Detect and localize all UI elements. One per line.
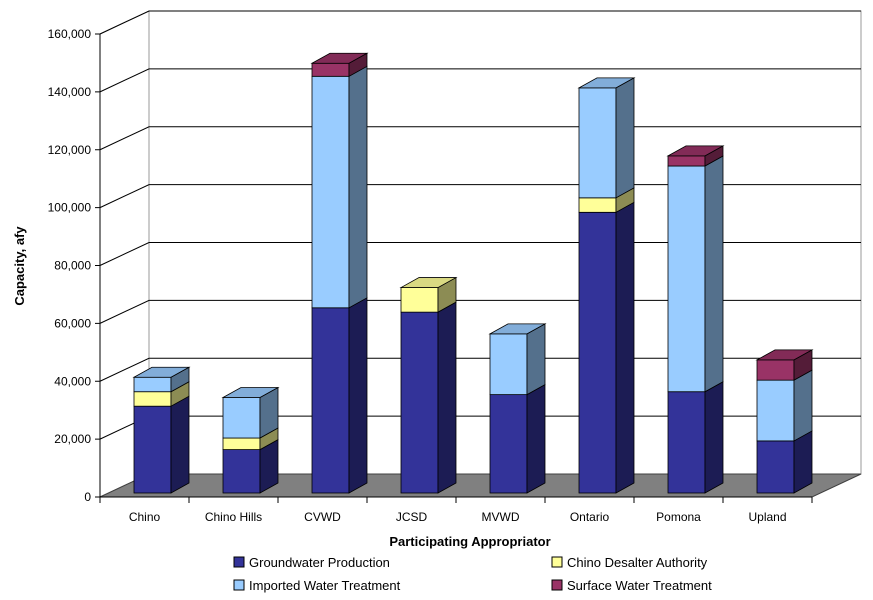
bar-segment [133,391,172,407]
y-tick-label: 160,000 [48,27,92,41]
bar-segment-side [526,323,546,396]
bar-segment [222,437,261,450]
bar-segment [489,333,528,396]
legend-label: Chino Desalter Authority [567,555,708,570]
bar-segment-top [577,77,636,89]
legend-label: Surface Water Treatment [567,578,712,593]
legend-swatch [551,556,563,568]
y-tick-label: 80,000 [54,259,91,273]
bar-segment-top [221,387,280,398]
bar-segment [400,311,439,494]
x-tick-label: Chino [129,510,161,524]
legend: Groundwater Production Chino Desalter Aut… [233,555,712,593]
bar-stack [488,323,547,494]
bar-segment [489,394,528,494]
bar-segment [667,155,706,167]
bar-segment-side [348,65,368,309]
bar-segment-side [793,430,813,494]
bar-segment [400,287,439,313]
bar-segment-side [437,301,457,494]
bar-segment-side [704,155,724,393]
bar-segment-side [170,395,190,494]
y-tick-label: 120,000 [48,143,92,157]
bar-segment-side [526,383,546,494]
x-tick-label: Upland [748,510,786,524]
bars [132,52,814,494]
bar-segment [133,405,172,494]
x-tick-label: Pomona [656,510,701,524]
y-tick-label: 100,000 [48,201,92,215]
bar-segment [667,391,706,494]
bar-segment [756,359,795,381]
bar-segment-side [793,369,813,442]
bar-stack [132,366,191,494]
legend-item: Chino Desalter Authority [551,555,708,570]
bar-segment-top [310,52,369,64]
x-tick-label: MVWD [482,510,520,524]
chart-floor [99,473,862,498]
bar-segment [756,440,795,494]
bar-segment-top [755,349,814,361]
y-tick-label: 60,000 [54,316,91,330]
legend-item: Imported Water Treatment [233,578,401,593]
y-axis-title: Capacity, afy [12,226,27,306]
bar-stack [577,77,636,494]
bar-stack [399,276,458,494]
y-tick-label: 40,000 [54,374,91,388]
bar-segment [311,62,350,77]
y-tick-label: 0 [84,490,91,504]
bar-segment [311,75,350,309]
chart-walls [99,10,862,498]
axes [95,33,813,503]
bar-segment-top [132,366,191,378]
bar-stack [666,145,725,494]
legend-swatch [551,579,563,591]
bar-stack [755,349,814,494]
bar-segment-top [488,323,547,335]
bar-segment [311,307,350,494]
bar-segment-side [704,381,724,494]
legend-item: Groundwater Production [233,555,390,570]
bar-stack [221,386,280,494]
bar-stack [310,52,369,494]
x-tick-labels: Chino Chino Hills CVWD JCSD MVWD Ontario Pomon… [129,510,787,524]
bar-segment [578,197,617,213]
gridline [99,68,861,93]
y-tick-label: 20,000 [54,432,91,446]
x-tick-label: Chino Hills [205,510,262,524]
gridline [99,10,861,35]
bar-segment-side [615,77,635,199]
legend-label: Groundwater Production [249,555,390,570]
legend-item: Surface Water Treatment [551,578,712,593]
legend-label: Imported Water Treatment [249,578,401,593]
y-tick-labels: 0 20,000 40,000 60,000 80,000 100,000 120,000 1… [48,27,92,504]
bar-segment-top [399,277,458,288]
y-tick-label: 140,000 [48,85,92,99]
bar-segment [578,87,617,199]
x-tick-label: JCSD [396,510,428,524]
legend-swatch [233,556,245,568]
bar-segment [667,165,706,393]
floor [99,473,862,498]
bar-segment [133,376,172,393]
bar-segment [222,397,261,439]
x-tick-label: Ontario [570,510,610,524]
bar-segment-side [615,201,635,494]
bar-segment [756,379,795,442]
bar-segment-top [666,145,725,157]
legend-swatch [233,579,245,591]
x-axis-title: Participating Appropriator [389,534,550,549]
bar-segment-side [348,297,368,494]
x-tick-label: CVWD [304,510,341,524]
bar-segment [578,211,617,494]
bar-segment [222,449,261,494]
